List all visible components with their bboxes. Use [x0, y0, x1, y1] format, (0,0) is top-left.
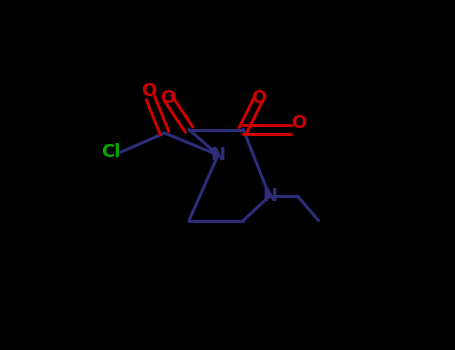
Text: N: N [262, 187, 277, 205]
Text: O: O [141, 82, 157, 100]
Text: O: O [292, 113, 307, 132]
Text: O: O [160, 89, 176, 107]
Text: O: O [251, 89, 267, 107]
Text: N: N [211, 146, 226, 164]
Text: Cl: Cl [101, 143, 121, 161]
